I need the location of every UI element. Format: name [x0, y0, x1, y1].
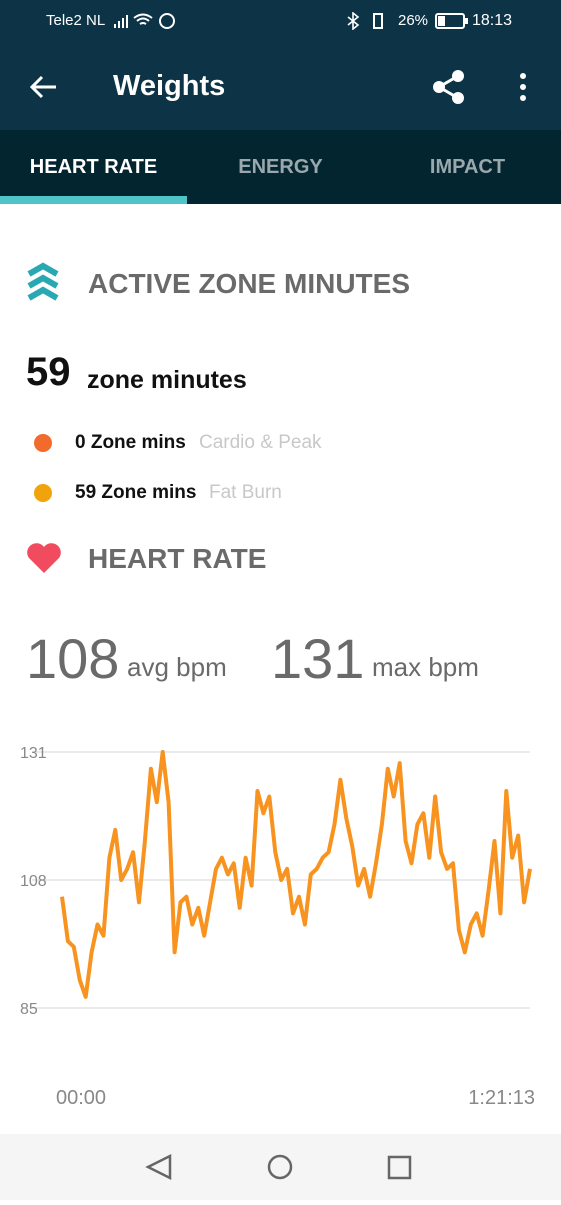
tab-bar: HEART RATE ENERGY IMPACT	[0, 130, 561, 204]
bt-vibrate-icons	[347, 12, 383, 30]
zone-label: Cardio & Peak	[199, 432, 322, 453]
heart-rate-chart: 85 108 131 00:00 1:21:13	[20, 745, 535, 1109]
clock: 18:13	[472, 12, 513, 29]
zone-label: Fat Burn	[209, 482, 282, 503]
signal-icons	[114, 13, 175, 29]
share-button[interactable]	[430, 68, 468, 106]
heart-icon	[27, 543, 61, 573]
nav-home[interactable]	[267, 1154, 293, 1180]
y-tick-label: 85	[20, 1001, 38, 1018]
tab[interactable]: IMPACT	[429, 156, 506, 178]
tab-indicator	[0, 196, 187, 204]
tab[interactable]: HEART RATE	[29, 156, 158, 178]
avg-unit: avg bpm	[127, 652, 227, 682]
zone-icon	[27, 262, 59, 301]
avg-value: 108	[26, 627, 120, 690]
battery-percent: 26%	[398, 12, 429, 29]
nav-recent[interactable]	[387, 1155, 412, 1180]
battery-icon	[435, 13, 468, 29]
nav-bar	[0, 1134, 561, 1200]
tab[interactable]: ENERGY	[238, 156, 323, 178]
zone-dot	[34, 484, 52, 502]
app-bar: Weights	[0, 42, 561, 130]
back-button[interactable]	[28, 72, 58, 102]
nav-back[interactable]	[145, 1153, 172, 1181]
zone-dot	[34, 434, 52, 452]
y-tick-label: 131	[20, 745, 47, 762]
zone-value: 59 Zone mins	[75, 482, 197, 503]
screen-title: Weights	[113, 70, 226, 102]
max-unit: max bpm	[372, 652, 479, 682]
more-button[interactable]	[514, 72, 532, 104]
y-tick-label: 108	[20, 873, 47, 890]
zone-total: 59	[26, 350, 71, 394]
status-bar: Tele2 NL 26% 18:13	[0, 0, 561, 42]
zone-value: 0 Zone mins	[75, 432, 186, 453]
x-tick-label: 1:21:13	[468, 1087, 535, 1109]
section-title: ACTIVE ZONE MINUTES	[88, 268, 411, 299]
heart-rate-line	[60, 750, 532, 999]
x-tick-label: 00:00	[56, 1087, 106, 1109]
nav-buttons	[145, 1153, 412, 1181]
section-title: HEART RATE	[88, 543, 267, 574]
zone-unit: zone minutes	[87, 366, 247, 394]
max-value: 131	[271, 627, 365, 690]
carrier: Tele2 NL	[46, 12, 106, 29]
